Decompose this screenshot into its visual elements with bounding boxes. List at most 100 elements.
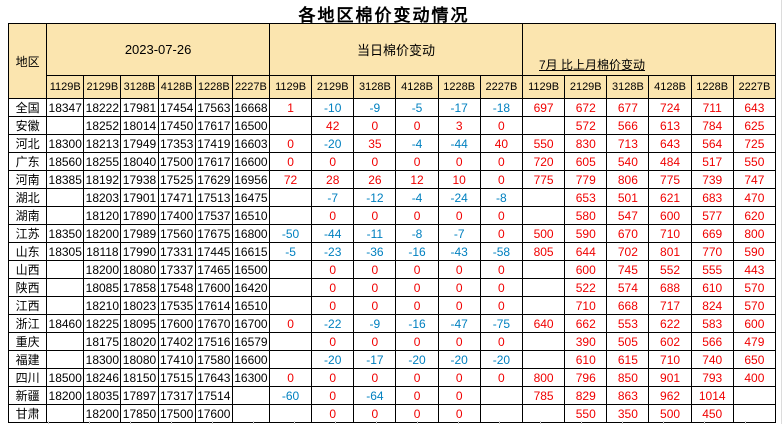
price-cell: 18192 bbox=[83, 170, 122, 189]
daily-change-cell: -43 bbox=[437, 242, 481, 261]
daily-change-cell: 0 bbox=[353, 278, 397, 297]
monthly-change-cell: 621 bbox=[648, 188, 692, 207]
daily-change-cell: 40 bbox=[479, 134, 524, 153]
region-cell: 山东 bbox=[7, 242, 48, 261]
monthly-change-cell: 688 bbox=[648, 278, 692, 297]
daily-change-cell: -44 bbox=[437, 134, 481, 153]
price-cell: 16300 bbox=[231, 368, 270, 387]
region-cell: 山西 bbox=[7, 260, 48, 279]
price-cell: 17990 bbox=[120, 242, 159, 261]
monthly-change-cell bbox=[521, 206, 566, 225]
monthly-change-cell: 610 bbox=[564, 350, 608, 369]
monthly-change-cell: 785 bbox=[521, 386, 566, 405]
price-cell: 18350 bbox=[46, 224, 85, 243]
daily-change-cell: 28 bbox=[311, 170, 355, 189]
price-cell: 18085 bbox=[83, 278, 122, 297]
daily-change-cell bbox=[268, 116, 313, 135]
monthly-change-cell bbox=[521, 296, 566, 315]
daily-change-cell: -20 bbox=[395, 350, 439, 369]
daily-change-cell: 0 bbox=[395, 296, 439, 315]
monthly-change-cell: 697 bbox=[521, 98, 566, 117]
spreadsheet-gridlines-bottom bbox=[8, 421, 776, 424]
table-row: 湖北 18203 17901 17471 17513 16475 -7 -12 -4 -24 -8 6… bbox=[7, 188, 777, 207]
price-cell: 17617 bbox=[194, 152, 233, 171]
price-cell: 17580 bbox=[194, 350, 233, 369]
price-cell: 18210 bbox=[83, 296, 122, 315]
daily-change-cell: -5 bbox=[268, 242, 313, 261]
daily-change-cell bbox=[479, 404, 524, 423]
monthly-change-cell: 570 bbox=[732, 278, 777, 297]
monthly-change-cell bbox=[521, 260, 566, 279]
daily-change-group-header: 当日棉价变动 bbox=[268, 23, 524, 76]
daily-change-cell: -18 bbox=[479, 98, 524, 117]
daily-change-cell: 0 bbox=[353, 404, 397, 423]
daily-change-cell: 0 bbox=[479, 170, 524, 189]
price-cell: 17513 bbox=[194, 188, 233, 207]
monthly-change-cell: 610 bbox=[690, 278, 734, 297]
daily-change-cell: 0 bbox=[395, 152, 439, 171]
monthly-change-cell: 470 bbox=[732, 188, 777, 207]
price-cell: 17989 bbox=[120, 224, 159, 243]
column-header-2129b: 2129B bbox=[311, 75, 355, 99]
monthly-change-cell: 725 bbox=[732, 134, 777, 153]
daily-change-cell: -9 bbox=[353, 314, 397, 333]
region-column-header: 地区 bbox=[7, 23, 48, 99]
column-header-1129b: 1129B bbox=[521, 75, 566, 99]
monthly-change-cell: 717 bbox=[648, 296, 692, 315]
monthly-change-cell: 724 bbox=[648, 98, 692, 117]
monthly-change-cell: 350 bbox=[606, 404, 650, 423]
monthly-change-cell: 653 bbox=[564, 188, 608, 207]
daily-change-cell: 0 bbox=[395, 404, 439, 423]
table-row: 安徽 18252 18014 17450 17617 16500 42 0 0 3 0 572 566 6… bbox=[7, 116, 777, 135]
price-cell: 18040 bbox=[120, 152, 159, 171]
column-header-1228b: 1228B bbox=[690, 75, 734, 99]
price-cell: 17600 bbox=[194, 404, 233, 423]
column-header-1228b: 1228B bbox=[194, 75, 233, 99]
price-cell: 18120 bbox=[83, 206, 122, 225]
daily-change-cell: 3 bbox=[437, 116, 481, 135]
price-cell: 17548 bbox=[157, 278, 196, 297]
price-cell: 17643 bbox=[194, 368, 233, 387]
column-header-2129b: 2129B bbox=[83, 75, 122, 99]
region-cell: 湖北 bbox=[7, 188, 48, 207]
monthly-change-cell: 739 bbox=[690, 170, 734, 189]
monthly-change-cell: 901 bbox=[648, 368, 692, 387]
table-row: 新疆 18200 18035 17897 17317 17514 -60 0 -64 0 0 785 8… bbox=[7, 386, 777, 405]
monthly-change-cell: 805 bbox=[521, 242, 566, 261]
monthly-change-cell: 574 bbox=[606, 278, 650, 297]
monthly-change-group-label: 7月 比上月棉价变动 bbox=[539, 58, 646, 72]
monthly-change-cell: 566 bbox=[606, 116, 650, 135]
column-header-2129b: 2129B bbox=[564, 75, 608, 99]
price-cell: 18246 bbox=[83, 368, 122, 387]
price-cell: 17402 bbox=[157, 332, 196, 351]
daily-change-cell: 0 bbox=[311, 386, 355, 405]
monthly-change-cell: 572 bbox=[564, 116, 608, 135]
price-cell: 17858 bbox=[120, 278, 159, 297]
table-row: 广东 18560 18255 18040 17500 17617 16600 0 0 0 0 0 0 72… bbox=[7, 152, 777, 171]
monthly-change-cell: 540 bbox=[606, 152, 650, 171]
price-cell: 16420 bbox=[231, 278, 270, 297]
price-cell: 17981 bbox=[120, 98, 159, 117]
monthly-change-cell: 1014 bbox=[690, 386, 734, 405]
daily-change-cell: -20 bbox=[437, 350, 481, 369]
monthly-change-cell: 672 bbox=[564, 98, 608, 117]
daily-change-cell: -7 bbox=[437, 224, 481, 243]
spreadsheet-gridline-right bbox=[781, 0, 782, 424]
daily-change-cell: 0 bbox=[311, 332, 355, 351]
price-cell: 17670 bbox=[194, 314, 233, 333]
monthly-change-cell: 720 bbox=[521, 152, 566, 171]
table-row: 浙江 18460 18225 18095 17600 17670 16700 0 -22 -9 -1… bbox=[7, 314, 777, 333]
daily-change-cell: -4 bbox=[395, 188, 439, 207]
daily-change-cell: 0 bbox=[437, 152, 481, 171]
monthly-change-cell: 590 bbox=[732, 242, 777, 261]
cotton-price-table: 地区 2023-07-26 当日棉价变动 7月 比上月棉价变动 1129B 212… bbox=[7, 23, 777, 423]
daily-change-cell: 0 bbox=[353, 296, 397, 315]
price-cell: 18080 bbox=[120, 260, 159, 279]
price-cell bbox=[231, 404, 270, 423]
region-cell: 新疆 bbox=[7, 386, 48, 405]
daily-change-cell: 0 bbox=[395, 386, 439, 405]
price-cell: 18095 bbox=[120, 314, 159, 333]
monthly-change-cell bbox=[521, 350, 566, 369]
price-cell: 17897 bbox=[120, 386, 159, 405]
daily-change-cell: 0 bbox=[479, 116, 524, 135]
